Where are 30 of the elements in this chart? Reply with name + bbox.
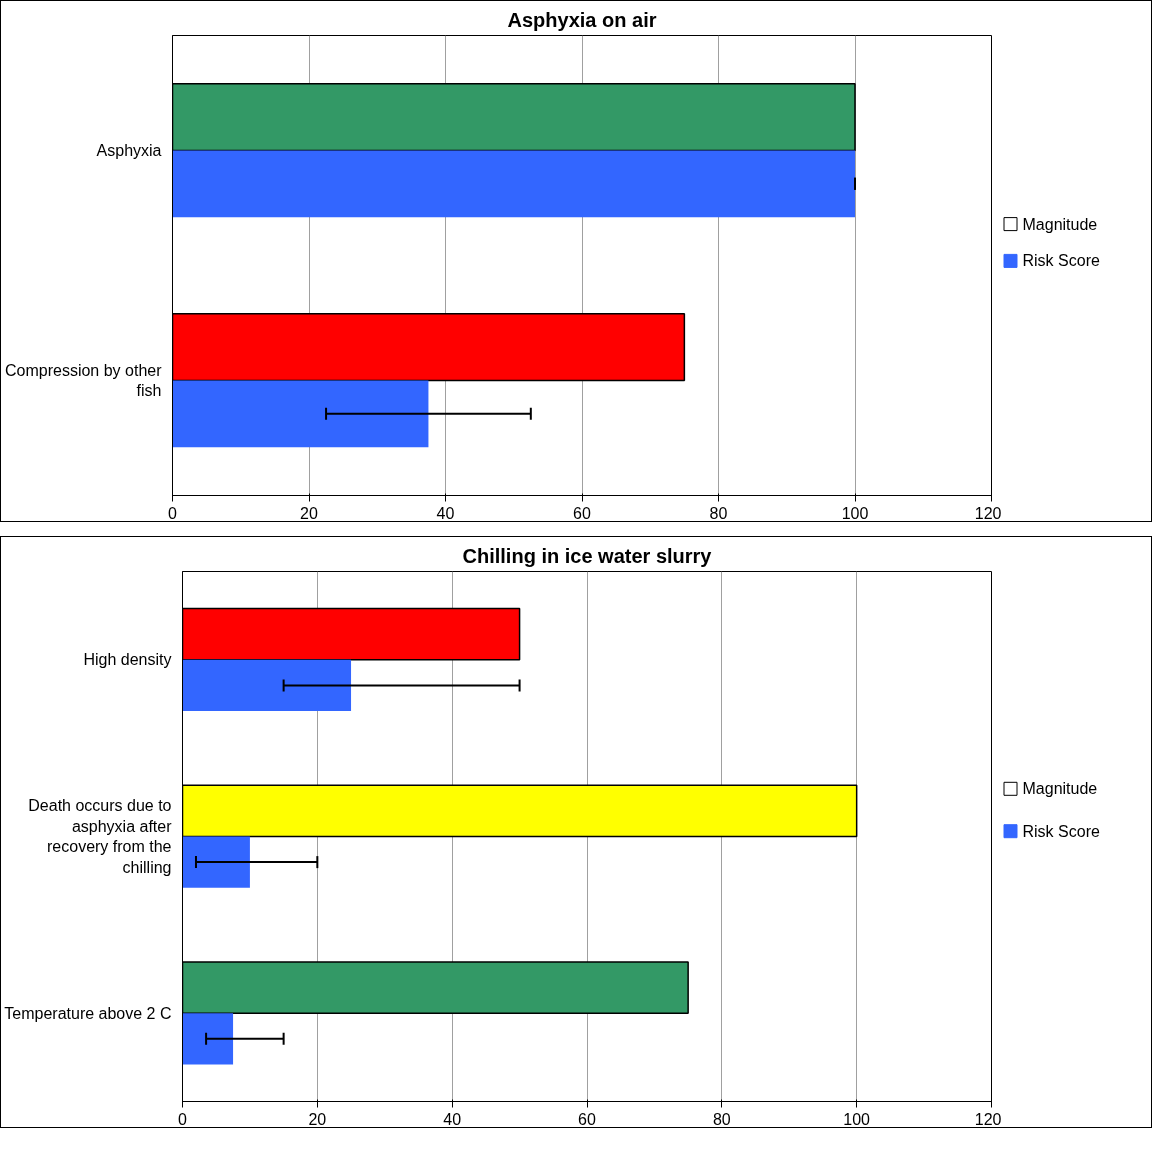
bar [172,150,855,218]
bar [182,836,250,888]
legend-label: Risk Score [1022,822,1100,840]
legend-label: Risk Score [1022,252,1100,270]
x-tick-label: 40 [436,504,455,522]
x-tick-label: 80 [709,504,728,522]
x-tick-label: 60 [573,504,591,522]
x-tick-label: 20 [300,504,318,522]
x-tick-label: 100 [841,504,869,522]
y-tick-label: Death occurs due to asphyxia after recovery from the chilling [28,797,173,876]
y-tick-label: Asphyxia [96,142,162,159]
bar [182,1013,234,1065]
x-tick-label: 60 [578,1110,596,1128]
x-tick-label: 120 [974,504,1002,522]
x-tick-label: 40 [443,1110,462,1128]
x-tick-label: 80 [712,1110,731,1128]
chart-title: Chilling in ice water slurry [462,544,713,567]
legend-label: Magnitude [1022,215,1098,233]
x-tick-label: 20 [308,1110,327,1128]
x-tick-label: 0 [178,1110,188,1128]
x-tick-label: 0 [168,504,178,522]
y-tick-label: High density [83,651,172,669]
chart-title: Asphyxia on air [507,8,657,31]
x-tick-label: 100 [843,1110,871,1128]
legend-label: Magnitude [1022,780,1098,798]
x-tick-label: 120 [974,1110,1002,1128]
bar [182,659,352,712]
y-tick-label: Compression by other fish [4,361,163,400]
y-tick-label: Temperature above 2 C [4,1004,172,1022]
bar [172,380,429,448]
